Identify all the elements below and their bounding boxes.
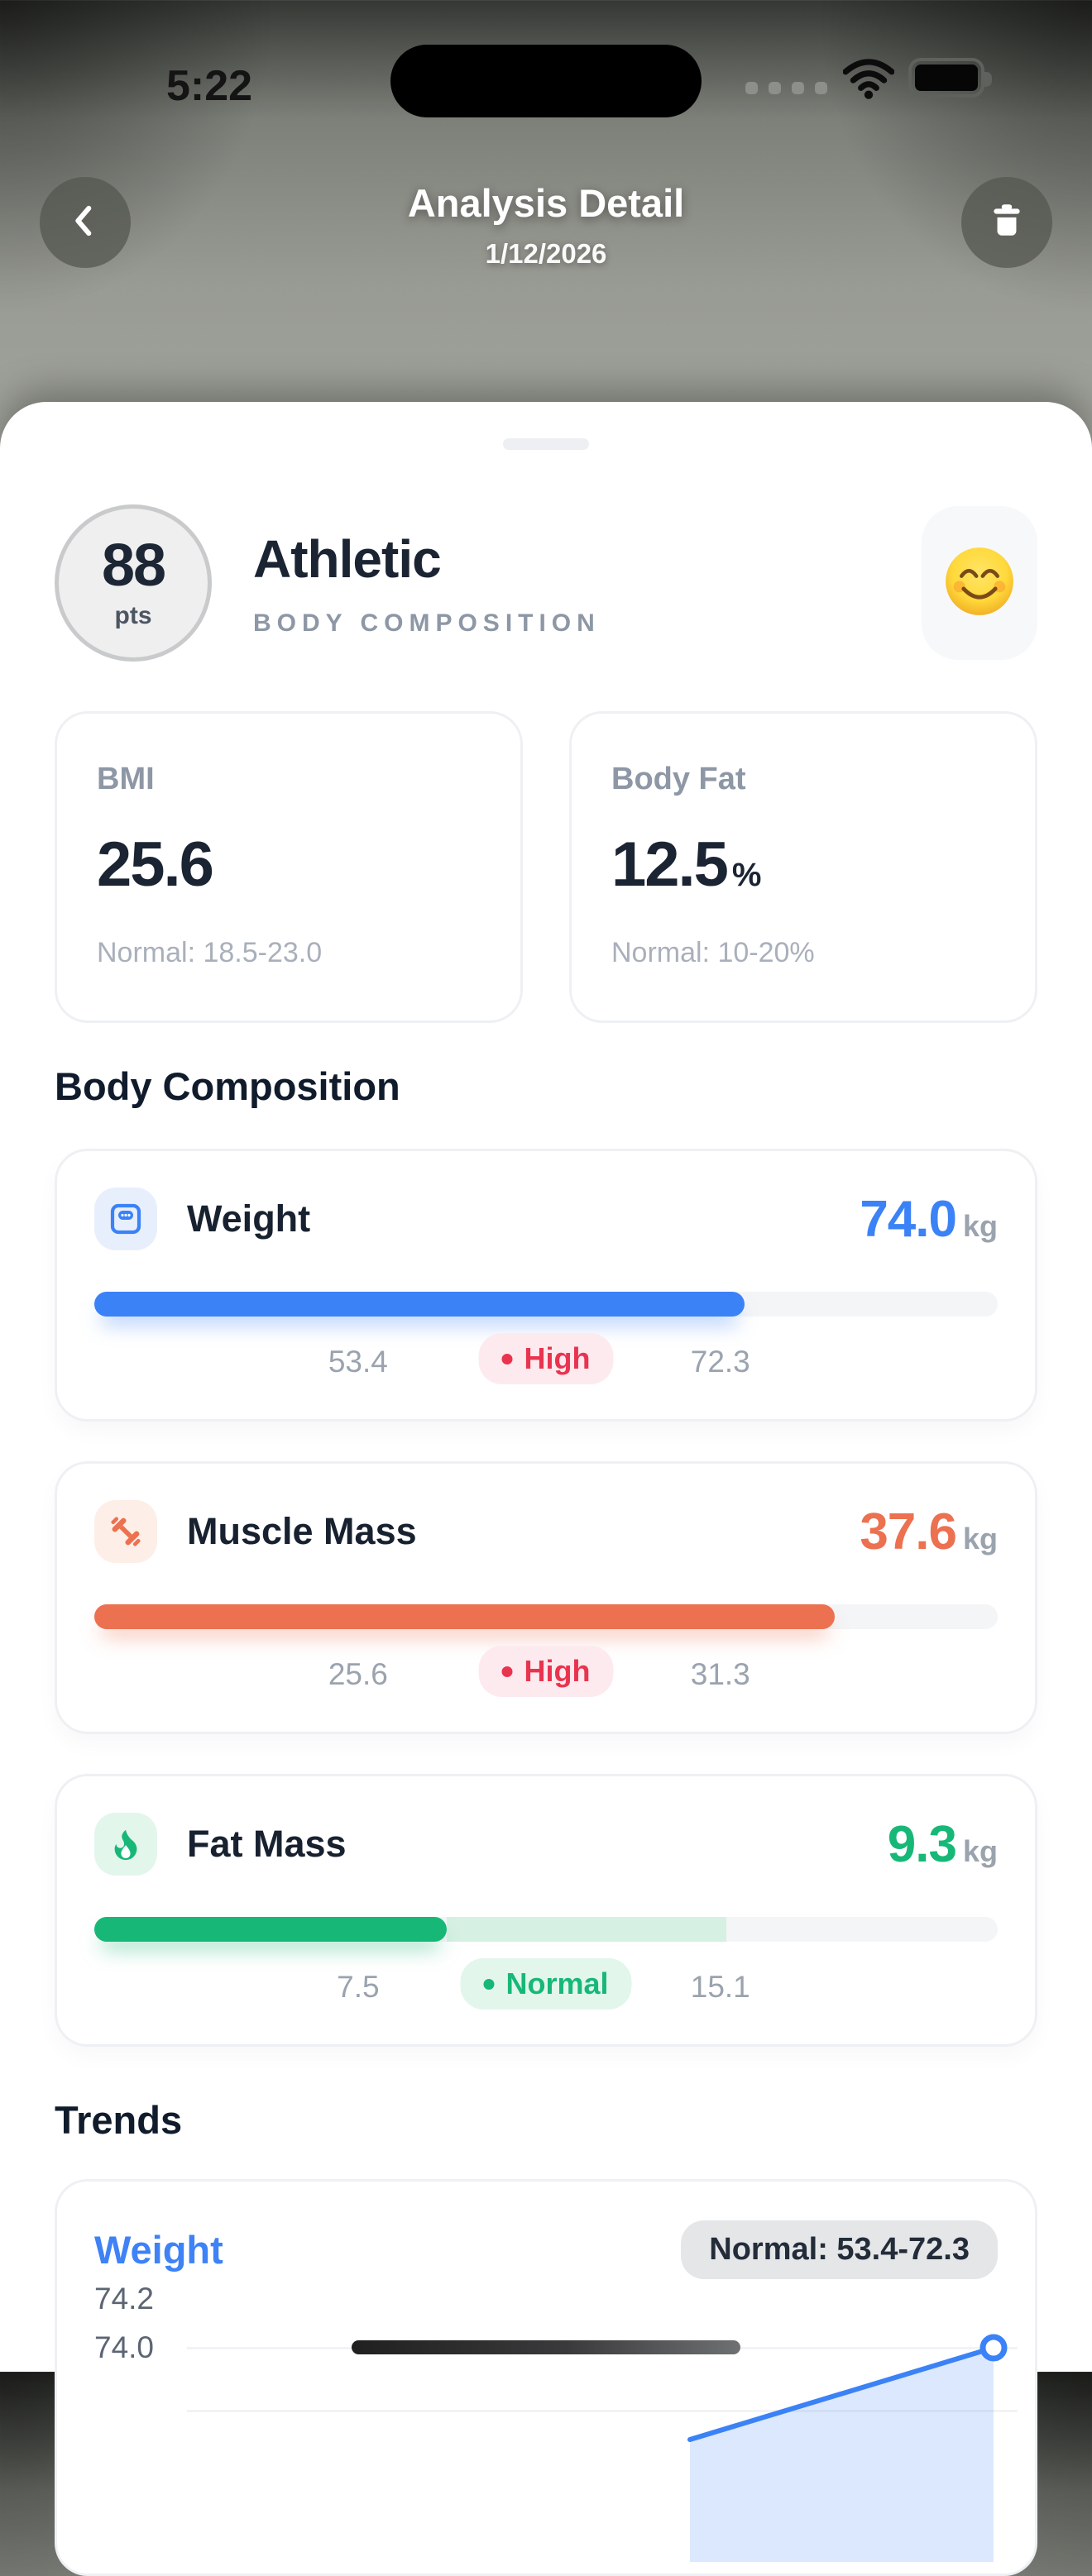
battery-icon <box>908 58 992 98</box>
fat-mass-range-high: 15.1 <box>690 1970 750 2004</box>
trends-heading: Trends <box>55 2098 183 2142</box>
mood-emoji-tile <box>922 506 1037 660</box>
cellular-dots-icon <box>745 82 827 94</box>
battery-nub <box>984 72 992 87</box>
wifi-icon <box>842 58 895 103</box>
status-dot <box>501 1666 513 1677</box>
delete-button[interactable] <box>961 177 1052 268</box>
summary-cards-row: BMI 25.6 Normal: 18.5-23.0 Body Fat 12.5… <box>55 711 1037 1023</box>
page-title: Analysis Detail <box>407 181 685 225</box>
bmi-label: BMI <box>97 762 155 796</box>
status-dot <box>501 1353 513 1364</box>
fat-mass-progress-fill <box>94 1917 447 1942</box>
cellular-dot <box>792 82 804 94</box>
weight-progress-bar <box>94 1292 998 1317</box>
scale-icon <box>94 1188 157 1250</box>
score-unit: pts <box>114 602 152 629</box>
weight-name: Weight <box>187 1197 311 1240</box>
trend-card-head: Weight Normal: 53.4-72.3 <box>94 2218 998 2281</box>
bmi-value: 25.6 <box>97 829 214 900</box>
chevron-left-icon <box>64 199 107 246</box>
smiling-face-emoji-icon <box>941 543 1018 624</box>
score-value: 88 <box>101 533 166 599</box>
drag-handle[interactable] <box>503 438 589 450</box>
weight-unit: kg <box>962 1208 998 1243</box>
cellular-dot <box>769 82 781 94</box>
score-subtitle: BODY COMPOSITION <box>253 609 601 637</box>
fat-mass-name: Fat Mass <box>187 1823 347 1865</box>
status-bar-time: 5:22 <box>165 62 253 110</box>
score-text: Athletic BODY COMPOSITION <box>253 528 601 638</box>
cellular-dot <box>745 82 758 94</box>
score-row: 88 pts Athletic BODY COMPOSITION <box>55 504 1037 662</box>
fat-mass-status-badge: Normal <box>460 1958 632 2010</box>
body-fat-card: Body Fat 12.5% Normal: 10-20% <box>569 711 1037 1023</box>
trash-icon <box>986 200 1027 246</box>
fat-mass-range-low: 7.5 <box>337 1970 380 2004</box>
y-tick-74-0: 74.0 <box>94 2330 155 2364</box>
latest-point-marker <box>979 2334 1008 2362</box>
fat-mass-value: 9.3 <box>887 1815 957 1873</box>
trend-line-plot <box>687 2334 1008 2562</box>
y-tick-74-2: 74.2 <box>94 2282 155 2316</box>
fat-mass-normal-zone <box>446 1917 727 1942</box>
fat-mass-bar-labels: 7.5 Normal 15.1 <box>94 1955 998 2014</box>
muscle-mass-value: 37.6 <box>860 1503 957 1560</box>
muscle-mass-range-low: 25.6 <box>328 1657 388 1691</box>
muscle-mass-name: Muscle Mass <box>187 1510 417 1552</box>
body-fat-suffix: % <box>731 857 762 893</box>
bmi-card: BMI 25.6 Normal: 18.5-23.0 <box>55 711 523 1023</box>
weight-trend-card: Weight Normal: 53.4-72.3 74.2 74.0 <box>55 2179 1037 2576</box>
cellular-dot <box>815 82 827 94</box>
muscle-mass-progress-bar <box>94 1604 998 1629</box>
dynamic-island <box>390 45 702 117</box>
score-circle: 88 pts <box>55 504 212 662</box>
detail-sheet: 88 pts Athletic BODY COMPOSITION <box>0 402 1092 2576</box>
muscle-mass-bar-labels: 25.6 High 31.3 <box>94 1642 998 1702</box>
dumbbell-icon <box>94 1500 157 1563</box>
weight-metric-head: Weight 74.0 kg <box>94 1188 998 1250</box>
page-date: 1/12/2026 <box>485 238 607 269</box>
home-indicator[interactable] <box>352 2340 740 2354</box>
body-fat-value: 12.5% <box>611 829 762 900</box>
muscle-mass-progress-fill <box>94 1604 836 1629</box>
muscle-mass-metric-card: Muscle Mass 37.6 kg 25.6 High 31.3 <box>55 1461 1037 1734</box>
trend-normal-range-badge: Normal: 53.4-72.3 <box>681 2220 998 2279</box>
trend-metric-title: Weight <box>94 2227 223 2272</box>
flame-icon <box>94 1813 157 1876</box>
weight-progress-fill <box>94 1292 745 1317</box>
status-dot <box>483 1978 495 1990</box>
back-button[interactable] <box>40 177 131 268</box>
weight-bar-labels: 53.4 High 72.3 <box>94 1330 998 1389</box>
weight-status-badge: High <box>478 1333 614 1384</box>
bmi-normal-range: Normal: 18.5-23.0 <box>97 937 323 968</box>
body-fat-normal-range: Normal: 10-20% <box>611 937 815 968</box>
weight-value: 74.0 <box>860 1190 957 1248</box>
weight-range-low: 53.4 <box>328 1345 388 1379</box>
weight-trend-chart: 74.2 74.0 <box>94 2281 1018 2562</box>
weight-metric-card: Weight 74.0 kg 53.4 High 72.3 <box>55 1149 1037 1422</box>
fat-mass-progress-bar <box>94 1917 998 1942</box>
body-fat-label: Body Fat <box>611 762 746 796</box>
score-title: Athletic <box>253 529 442 589</box>
muscle-mass-status-badge: High <box>478 1646 614 1697</box>
weight-range-high: 72.3 <box>690 1345 750 1379</box>
body-composition-heading: Body Composition <box>55 1064 400 1108</box>
fat-metric-head: Fat Mass 9.3 kg <box>94 1813 998 1876</box>
muscle-metric-head: Muscle Mass 37.6 kg <box>94 1500 998 1563</box>
fat-mass-unit: kg <box>962 1833 998 1868</box>
battery-level <box>915 65 978 91</box>
muscle-mass-unit: kg <box>962 1521 998 1556</box>
muscle-mass-range-high: 31.3 <box>690 1657 750 1691</box>
fat-mass-metric-card: Fat Mass 9.3 kg 7.5 Normal 15.1 <box>55 1774 1037 2047</box>
